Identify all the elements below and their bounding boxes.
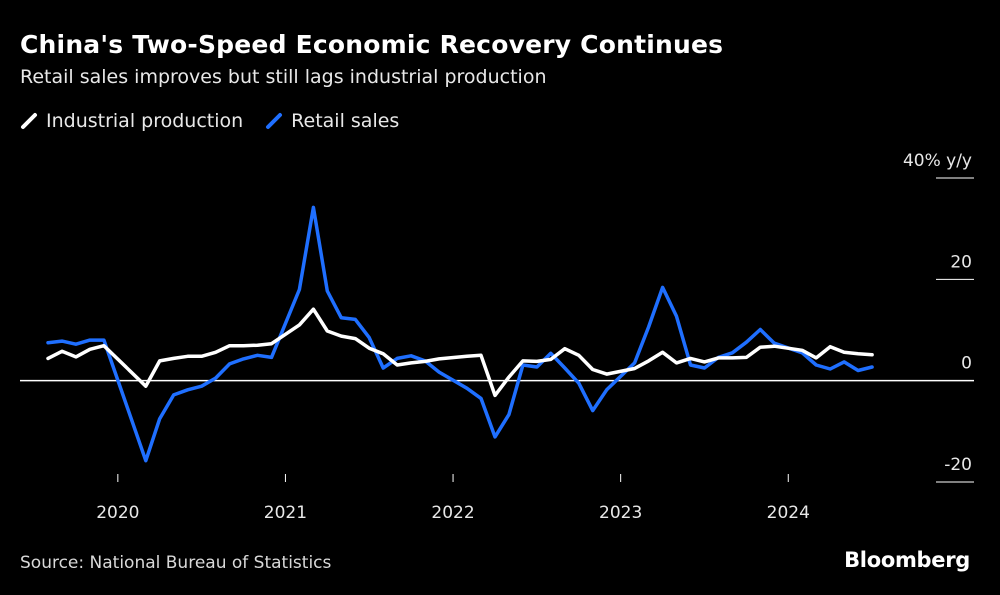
x-tick-label: 2022 [431,503,474,523]
legend: Industrial production Retail sales [20,110,421,132]
y-tick-label: -20 [944,455,972,475]
chart-subtitle: Retail sales improves but still lags ind… [20,66,547,88]
legend-label-industrial: Industrial production [46,110,244,132]
bloomberg-logo: Bloomberg [844,548,970,572]
source-note: Source: National Bureau of Statistics [20,553,332,573]
x-tick-label: 2021 [264,503,307,523]
legend-label-retail: Retail sales [291,110,400,132]
y-tick-label: 20 [950,252,972,272]
x-tick-label: 2024 [767,503,810,523]
x-tick-label: 2020 [96,503,139,523]
legend-item-industrial: Industrial production [20,110,243,132]
x-tick-label: 2023 [599,503,642,523]
legend-swatch-retail-icon [266,113,283,129]
y-tick-label: 0 [961,354,972,374]
series-line-industrial-production [46,307,874,398]
series-line-retail-sales [46,205,874,463]
legend-swatch-industrial-icon [21,113,37,129]
legend-item-retail: Retail sales [265,110,399,132]
chart-title: China's Two-Speed Economic Recovery Cont… [20,30,724,59]
y-tick-label: 40% y/y [903,151,972,171]
